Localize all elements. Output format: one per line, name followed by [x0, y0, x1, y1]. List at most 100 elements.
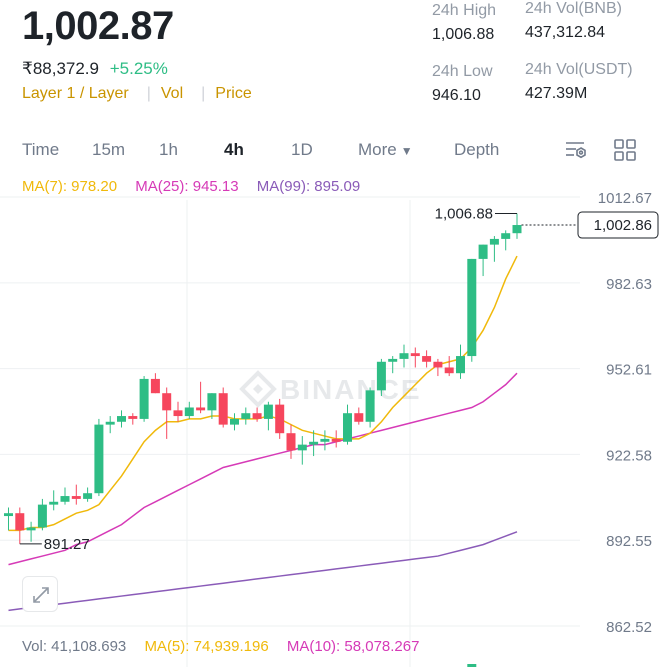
stat-24h-vol-base: 24h Vol(BNB) 437,312.84 [525, 0, 622, 42]
candlestick-chart[interactable]: BINANCE 1012.67 982.63 952.61 922.58 892.55 8… [0, 170, 660, 667]
volume-legend: Vol: 41,108.693 MA(5): 74,939.196 MA(10)… [22, 638, 433, 655]
candle-body [297, 444, 307, 451]
ticker-header: 1,002.87 ₹88,372.9 +5.25% Layer 1 / Laye… [0, 0, 660, 120]
tag-row: Layer 1 / Layer | Vol | Price [22, 85, 260, 103]
price-subline: ₹88,372.9 +5.25% [22, 59, 168, 79]
candle-body [15, 513, 25, 531]
candle [207, 393, 217, 419]
candle-body [444, 367, 454, 374]
candle [4, 507, 13, 531]
tab-4h[interactable]: 4h [224, 140, 244, 159]
candle [467, 258, 477, 362]
candle [320, 430, 330, 451]
last-price-tag-label: 1,002.86 [594, 217, 652, 234]
candle [422, 350, 432, 368]
tab-more[interactable]: More ▼ [358, 140, 413, 160]
candle-body [331, 438, 341, 442]
tab-more-label: More [358, 140, 397, 159]
candle-body [117, 416, 126, 422]
volume-bar [467, 664, 477, 667]
candles [4, 213, 522, 544]
tab-1h[interactable]: 1h [159, 140, 178, 159]
candle-body [37, 504, 47, 528]
candle [26, 521, 36, 542]
candle [139, 376, 149, 422]
candle-body [196, 407, 206, 411]
candle-body [388, 358, 398, 362]
stat-value: 946.10 [432, 87, 481, 104]
tag-separator: | [146, 85, 151, 102]
ma25-label: MA(25): 945.13 [135, 178, 239, 195]
candle-body [173, 410, 183, 417]
min-price-label: 891.27 [44, 536, 90, 553]
candle [478, 244, 488, 277]
y-tick-label: 982.63 [606, 276, 652, 293]
vol-ma5-label: MA(5): 74,939.196 [144, 638, 269, 655]
tag-layer1[interactable]: Layer 1 / Layer [22, 85, 129, 102]
tab-time[interactable]: Time [22, 140, 60, 159]
stat-value: 437,312.84 [525, 24, 606, 41]
ma99-label: MA(99): 895.09 [256, 178, 361, 195]
candle-body [512, 225, 522, 234]
indicator-settings-icon[interactable] [564, 138, 588, 162]
binance-logo-icon [239, 370, 277, 408]
candle [241, 407, 251, 425]
tag-price[interactable]: Price [215, 85, 252, 102]
layout-grid-icon[interactable] [613, 138, 637, 162]
tab-1d[interactable]: 1D [291, 140, 313, 159]
last-price-tag [577, 211, 659, 239]
candle-body [433, 361, 443, 368]
candle [218, 387, 228, 428]
candle [162, 387, 172, 439]
candle-body [376, 361, 386, 391]
tag-vol[interactable]: Vol [160, 85, 184, 102]
candle-body [230, 418, 239, 425]
ma-legend: MA(7): 978.20 MA(25): 945.13 MA(99): 895… [22, 178, 374, 195]
volume-label: Vol: 41,108.693 [22, 638, 127, 655]
candle-body [320, 438, 330, 442]
tab-depth[interactable]: Depth [454, 140, 500, 159]
stat-label: 24h Vol(USDT) [525, 61, 633, 78]
candle [184, 401, 194, 419]
candle [331, 430, 341, 448]
stat-value: 427.39M [525, 85, 588, 102]
ma25-line [8, 372, 518, 566]
candle [376, 358, 386, 397]
fiat-price: ₹88,372.9 [22, 59, 99, 78]
candle-body [365, 390, 375, 422]
candle [512, 213, 522, 239]
candle-body [467, 258, 477, 357]
candle [388, 356, 398, 374]
candle [37, 498, 47, 531]
stat-label: 24h Low [432, 63, 493, 80]
candle [286, 424, 296, 459]
candle [15, 507, 25, 544]
candle-body [60, 496, 70, 502]
expand-icon [33, 587, 49, 603]
candle [252, 407, 262, 422]
candle [60, 487, 70, 505]
candle [456, 344, 465, 379]
stat-24h-vol-quote: 24h Vol(USDT) 427.39M [525, 61, 633, 103]
candle [49, 490, 59, 511]
candle [433, 358, 443, 377]
candle-body [263, 404, 273, 419]
candle [365, 387, 375, 428]
fullscreen-button[interactable] [22, 576, 58, 612]
candle [399, 344, 409, 368]
candle-body [410, 353, 420, 357]
stat-24h-low: 24h Low 946.10 [432, 63, 493, 105]
watermark-text: BINANCE [280, 374, 422, 405]
candle-body [489, 238, 499, 245]
price-axis: 1012.67 982.63 952.61 922.58 892.55 862.52 [598, 190, 652, 636]
tab-15m[interactable]: 15m [92, 140, 126, 159]
candle-body [422, 356, 432, 362]
y-tick-label: 922.58 [606, 447, 652, 464]
candle [263, 401, 273, 431]
stat-24h-high: 24h High 1,006.88 [432, 2, 496, 44]
candle-body [252, 413, 262, 419]
candle-body [399, 353, 409, 359]
tag-separator: | [201, 85, 206, 102]
ma7-label: MA(7): 978.20 [22, 178, 118, 195]
y-tick-label: 952.61 [606, 362, 652, 379]
